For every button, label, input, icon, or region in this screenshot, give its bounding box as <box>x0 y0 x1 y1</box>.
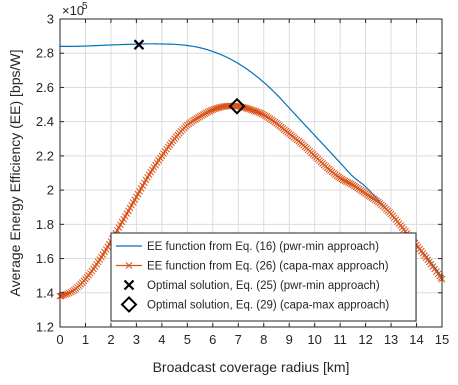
x-marker <box>64 290 71 298</box>
series-markers-1 <box>56 102 446 300</box>
optimal-points <box>133 39 246 115</box>
legend-box <box>110 232 417 322</box>
x-tick-label: 8 <box>260 332 267 347</box>
y-tick-label: 2 <box>47 183 54 198</box>
x-marker <box>343 178 350 186</box>
y-tick-label: 1.8 <box>36 217 54 232</box>
legend: EE function from Eq. (16) (pwr-min appro… <box>110 232 417 322</box>
series-line-0 <box>60 43 443 278</box>
x-tick-label: 6 <box>209 332 216 347</box>
x-tick-label: 4 <box>158 332 165 347</box>
legend-marker <box>123 279 135 291</box>
y-tick-label: 2.2 <box>36 148 54 163</box>
x-marker <box>258 110 266 118</box>
legend-entry-capa-max: EE function from Eq. (26) (capa-max appr… <box>147 261 389 273</box>
x-tick-label: 15 <box>435 332 449 347</box>
legend-swatch-capa-max <box>116 262 142 269</box>
x-tick-label: 10 <box>307 332 321 347</box>
x-tick-label: 0 <box>56 332 63 347</box>
plot-frame <box>59 18 443 328</box>
x-tick-label: 2 <box>107 332 114 347</box>
y-tick-label: 2.6 <box>36 80 54 95</box>
legend-marker <box>120 296 138 313</box>
y-tick-label: 1.6 <box>36 251 54 266</box>
y-scale-exponent: 5 <box>82 1 88 12</box>
x-marker <box>257 109 264 117</box>
x-marker <box>346 179 354 187</box>
y-axis-label: Average Energy Efficiency (EE) [bps/W] <box>7 50 23 297</box>
legend-swatch-opt-capa-max <box>120 296 138 313</box>
legend-x-marker <box>125 262 133 269</box>
x-marker <box>339 176 347 184</box>
x-tick-label: 3 <box>133 332 140 347</box>
y-tick-label: 3 <box>47 12 54 27</box>
legend-entry-opt-capa-max: Optimal solution, Eq. (29) (capa-max app… <box>147 300 389 312</box>
series-layer <box>56 43 446 300</box>
legend-swatch-opt-pwr-min <box>123 279 135 291</box>
axis-ticks: 0 1 2 3 4 5 6 7 8 9 10 11 12 13 14 151.21.41.61.822.22.… <box>36 12 449 348</box>
legend-entry-opt-pwr-min: Optimal solution, Eq. (25) (pwr-min appr… <box>147 280 380 292</box>
x-tick-label: 12 <box>358 332 372 347</box>
x-tick-label: 7 <box>235 332 242 347</box>
x-marker <box>341 177 349 185</box>
optimal-point-pwr-min <box>133 39 145 50</box>
x-tick-label: 11 <box>333 332 347 347</box>
optimal-point-capa-max <box>228 97 246 115</box>
x-tick-label: 13 <box>384 332 398 347</box>
x-marker <box>204 108 212 116</box>
legend-entry-pwr-min: EE function from Eq. (16) (pwr-min appro… <box>147 241 379 253</box>
y-tick-label: 1.2 <box>36 320 54 335</box>
x-marker <box>65 289 73 297</box>
x-tick-label: 9 <box>286 332 293 347</box>
x-tick-label: 5 <box>184 332 191 347</box>
y-tick-label: 2.4 <box>36 114 54 129</box>
x-tick-label: 1 <box>82 332 89 347</box>
y-scale-label: ×10 <box>62 3 84 18</box>
y-tick-label: 1.4 <box>36 285 54 300</box>
y-tick-label: 2.8 <box>36 46 54 61</box>
x-marker <box>344 179 352 186</box>
x-axis-label: Broadcast coverage radius [km] <box>153 359 350 375</box>
x-tick-label: 14 <box>409 332 423 347</box>
x-marker <box>203 109 210 117</box>
